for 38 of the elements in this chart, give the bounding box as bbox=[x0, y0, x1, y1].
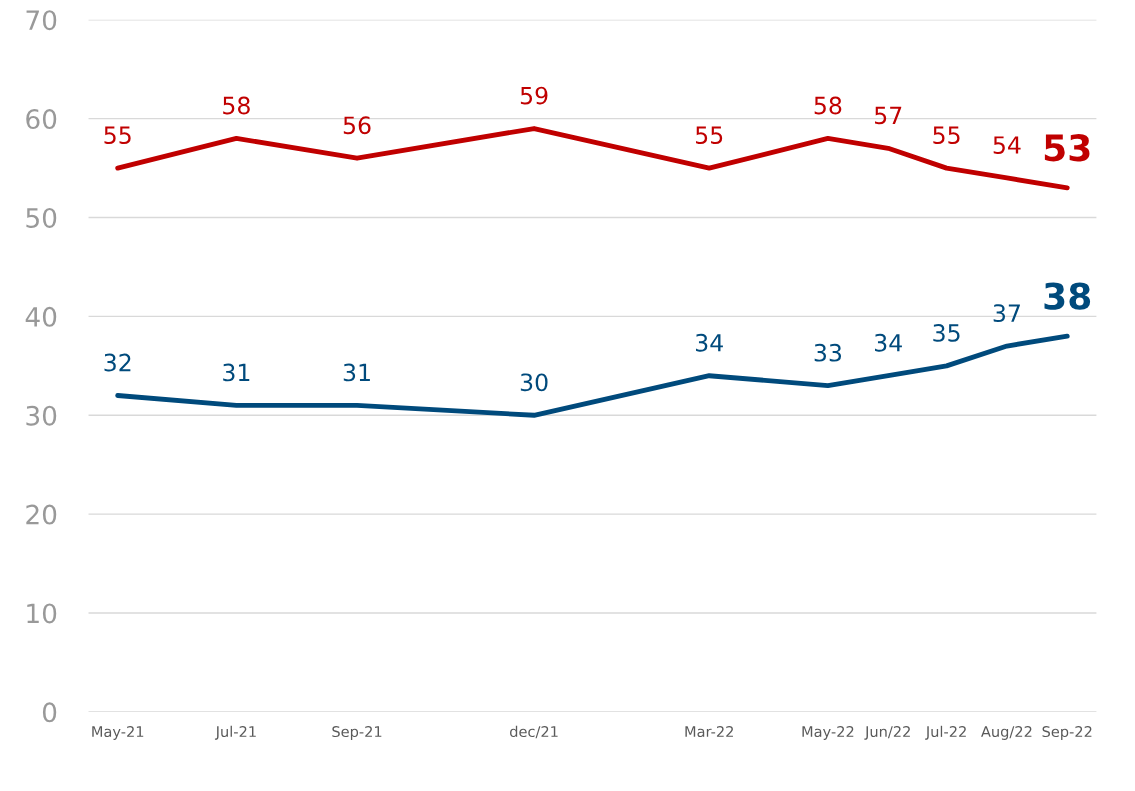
data-label: 38 bbox=[1044, 282, 1091, 310]
y-tick-label: 0 bbox=[42, 702, 57, 723]
data-label: 34 bbox=[695, 333, 723, 352]
y-tick-label: 60 bbox=[26, 109, 57, 130]
data-label: 33 bbox=[814, 343, 842, 362]
y-tick-label: 10 bbox=[27, 603, 57, 624]
data-label: 55 bbox=[104, 126, 131, 145]
y-tick-label: 40 bbox=[25, 306, 57, 327]
x-tick-label: May-22 bbox=[802, 726, 854, 740]
x-tick-label: Aug/22 bbox=[981, 726, 1032, 740]
x-tick-label: dec/21 bbox=[510, 725, 558, 739]
data-label: 53 bbox=[1044, 134, 1090, 162]
data-label: 54 bbox=[993, 136, 1021, 154]
y-tick-label: 70 bbox=[26, 10, 57, 31]
x-tick-label: May-21 bbox=[92, 726, 144, 740]
x-tick-label: Sep-21 bbox=[332, 726, 382, 740]
x-tick-label: Sep-22 bbox=[1042, 726, 1092, 740]
data-label: 31 bbox=[223, 363, 250, 382]
data-label: 34 bbox=[875, 333, 902, 352]
y-tick-label: 20 bbox=[26, 504, 57, 525]
x-tick-label: Jul-21 bbox=[214, 725, 256, 740]
data-label: 55 bbox=[696, 126, 723, 145]
data-label: 59 bbox=[520, 86, 548, 105]
data-label: 58 bbox=[223, 96, 250, 115]
data-label: 31 bbox=[343, 363, 370, 382]
data-label: 56 bbox=[343, 116, 371, 135]
x-tick-label: Jul-22 bbox=[925, 725, 966, 740]
data-label: 35 bbox=[933, 323, 960, 342]
data-label: 57 bbox=[875, 106, 902, 125]
data-label: 32 bbox=[104, 353, 131, 372]
x-tick-label: Mar-22 bbox=[685, 726, 733, 738]
y-tick-label: 50 bbox=[26, 207, 57, 228]
data-label: 58 bbox=[814, 96, 842, 115]
data-label: 37 bbox=[993, 304, 1020, 323]
x-tick-label: Jun/22 bbox=[864, 726, 910, 740]
y-tick-label: 30 bbox=[26, 405, 57, 426]
data-label: 55 bbox=[933, 126, 960, 145]
data-label: 30 bbox=[520, 373, 548, 392]
